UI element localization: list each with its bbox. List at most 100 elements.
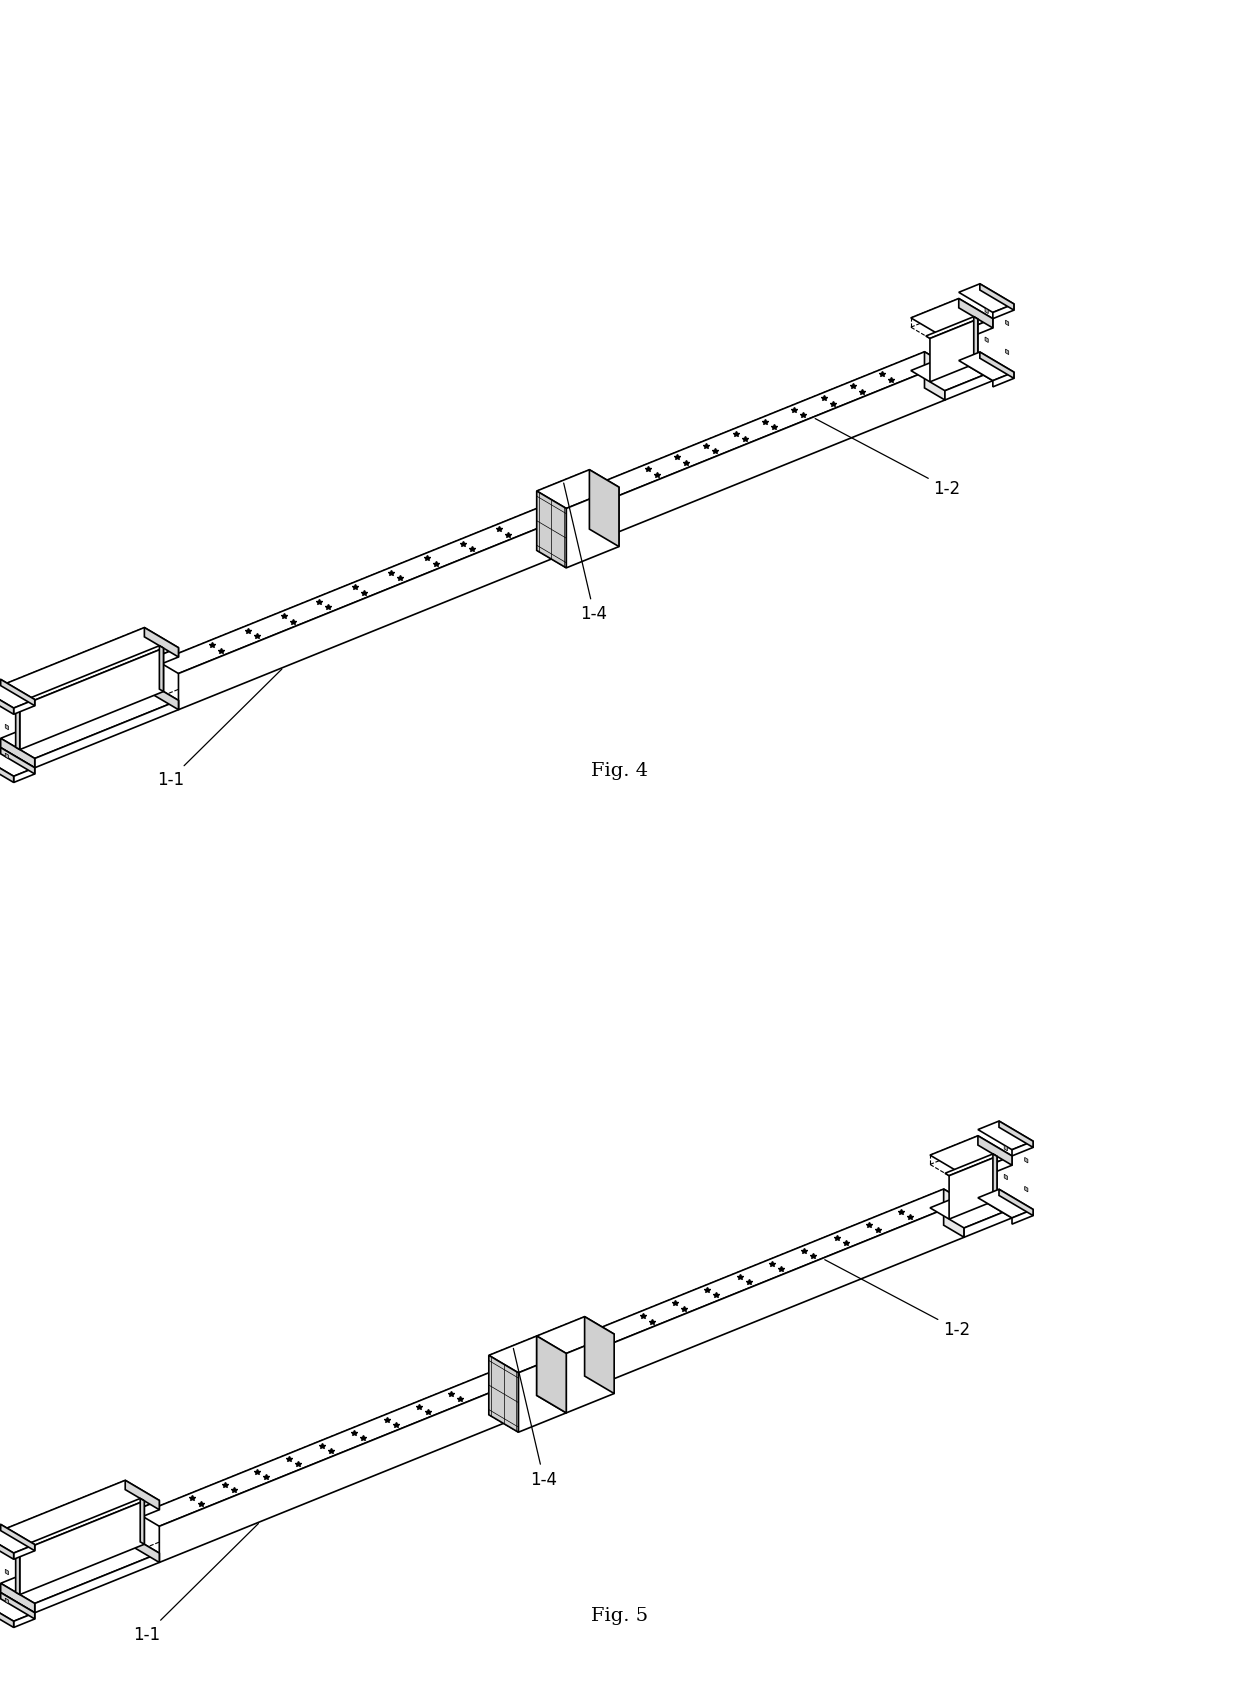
Polygon shape (610, 1201, 965, 1380)
Polygon shape (518, 1353, 567, 1432)
Polygon shape (1, 1583, 35, 1613)
Polygon shape (594, 353, 945, 498)
Polygon shape (537, 491, 567, 569)
Polygon shape (945, 372, 993, 400)
Text: 1-4: 1-4 (513, 1348, 557, 1488)
Polygon shape (993, 373, 1014, 388)
Polygon shape (980, 285, 1014, 311)
Polygon shape (978, 1189, 1012, 1218)
Polygon shape (614, 365, 945, 534)
Polygon shape (537, 1317, 614, 1353)
Polygon shape (993, 1154, 997, 1201)
Polygon shape (14, 1545, 35, 1559)
Polygon shape (1, 1593, 35, 1620)
Polygon shape (1024, 1157, 1028, 1164)
Polygon shape (1012, 1142, 1033, 1157)
Polygon shape (14, 768, 35, 784)
Polygon shape (157, 507, 562, 674)
Text: 1-1: 1-1 (156, 669, 281, 789)
Polygon shape (489, 1336, 567, 1373)
Polygon shape (179, 520, 562, 711)
Polygon shape (1, 628, 179, 706)
Polygon shape (911, 351, 993, 392)
Polygon shape (140, 1498, 144, 1544)
Polygon shape (16, 704, 20, 750)
Polygon shape (999, 1121, 1033, 1149)
Polygon shape (160, 647, 164, 692)
Polygon shape (985, 309, 988, 314)
Polygon shape (35, 701, 179, 768)
Polygon shape (144, 628, 179, 657)
Polygon shape (0, 689, 14, 714)
Polygon shape (965, 1157, 1012, 1186)
Polygon shape (1, 686, 35, 716)
Polygon shape (999, 1189, 1033, 1216)
Polygon shape (0, 1534, 14, 1559)
Polygon shape (1, 748, 35, 775)
Polygon shape (20, 1502, 144, 1594)
Polygon shape (1, 738, 35, 768)
Polygon shape (20, 649, 164, 750)
Polygon shape (5, 1598, 9, 1605)
Polygon shape (1, 1525, 35, 1551)
Polygon shape (965, 1209, 1012, 1238)
Polygon shape (930, 319, 978, 383)
Polygon shape (1012, 1209, 1033, 1225)
Polygon shape (959, 285, 1014, 312)
Polygon shape (978, 1189, 1033, 1218)
Polygon shape (985, 338, 988, 343)
Polygon shape (125, 1480, 159, 1510)
Polygon shape (584, 1317, 614, 1393)
Polygon shape (567, 488, 619, 569)
Polygon shape (0, 681, 35, 709)
Polygon shape (1, 1480, 159, 1551)
Polygon shape (35, 1500, 159, 1561)
Polygon shape (926, 318, 978, 339)
Polygon shape (1024, 1187, 1028, 1192)
Polygon shape (993, 304, 1014, 319)
Polygon shape (949, 1157, 997, 1219)
Polygon shape (1, 681, 179, 758)
Polygon shape (978, 1137, 1012, 1165)
Polygon shape (125, 1534, 159, 1562)
Polygon shape (959, 353, 1014, 382)
Polygon shape (973, 318, 978, 363)
Polygon shape (1006, 321, 1008, 326)
Polygon shape (589, 1189, 965, 1344)
Polygon shape (14, 701, 35, 714)
Polygon shape (35, 649, 179, 716)
Polygon shape (494, 1371, 513, 1419)
Text: 1-2: 1-2 (815, 419, 961, 498)
Polygon shape (489, 1356, 518, 1432)
Polygon shape (0, 1525, 35, 1554)
Polygon shape (0, 748, 35, 777)
Polygon shape (5, 1569, 9, 1574)
Polygon shape (978, 1121, 1033, 1150)
Polygon shape (0, 1593, 35, 1621)
Text: 1-1: 1-1 (133, 1523, 258, 1643)
Polygon shape (159, 1383, 513, 1562)
Text: 1-4: 1-4 (564, 483, 608, 623)
Polygon shape (537, 1336, 567, 1414)
Polygon shape (980, 353, 1014, 378)
Polygon shape (35, 1554, 159, 1613)
Polygon shape (1006, 350, 1008, 355)
Polygon shape (930, 1189, 1012, 1228)
Polygon shape (567, 1334, 614, 1414)
Polygon shape (0, 757, 14, 784)
Polygon shape (14, 1613, 35, 1628)
Polygon shape (5, 725, 9, 730)
Polygon shape (537, 1336, 567, 1414)
Text: Fig. 5: Fig. 5 (591, 1606, 649, 1625)
Polygon shape (944, 1189, 965, 1238)
Polygon shape (5, 753, 9, 760)
Polygon shape (537, 471, 619, 508)
Polygon shape (959, 351, 993, 382)
Polygon shape (930, 1137, 1012, 1176)
Text: 1-2: 1-2 (825, 1260, 970, 1339)
Polygon shape (945, 1154, 997, 1176)
Polygon shape (1, 681, 35, 706)
Polygon shape (16, 1549, 20, 1594)
Polygon shape (0, 1601, 14, 1628)
Polygon shape (911, 299, 993, 339)
